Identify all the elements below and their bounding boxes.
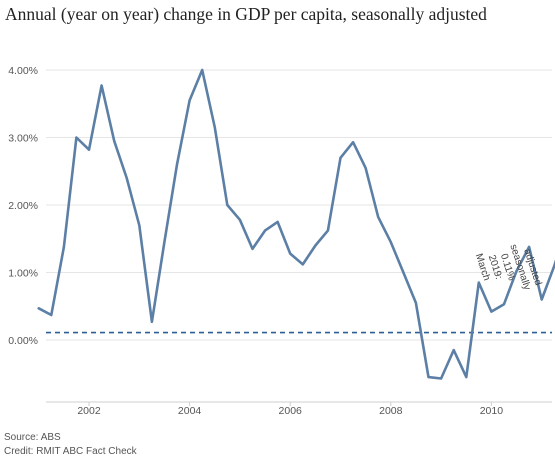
y-tick-label: 0.00% [8, 335, 38, 347]
chart-title: Annual (year on year) change in GDP per … [5, 4, 487, 24]
y-tick-label: 1.00% [8, 268, 38, 280]
data-point [478, 281, 481, 284]
data-point [163, 241, 166, 244]
data-point [226, 204, 229, 207]
data-point [364, 167, 367, 170]
credit-note: Credit: RMIT ABC Fact Check [4, 446, 137, 457]
x-tick: 2008 [379, 402, 403, 417]
data-point [138, 224, 141, 227]
grid-lines [46, 69, 552, 341]
data-point [264, 229, 267, 232]
data-point [151, 321, 154, 324]
x-tick-label: 2010 [480, 405, 504, 417]
data-point [490, 310, 493, 313]
x-axis: 2002200420062008201020122014201620182020 [77, 402, 504, 417]
data-point [427, 376, 430, 379]
data-point [176, 163, 179, 166]
data-point [415, 302, 418, 305]
data-point [339, 157, 342, 160]
data-point [327, 229, 330, 232]
y-tick-label: 3.00% [8, 133, 38, 145]
data-point [352, 141, 355, 144]
data-point [50, 314, 53, 317]
y-axis: 0.00% 1.00% 2.00% 3.00% 4.00% [8, 65, 38, 347]
data-point [377, 216, 380, 219]
data-point [63, 246, 66, 249]
data-point [75, 136, 78, 139]
data-point [440, 377, 443, 380]
data-point [113, 140, 116, 143]
data-point [302, 263, 305, 266]
x-tick: 2010 [480, 402, 504, 417]
x-tick-label: 2002 [77, 405, 101, 417]
y-tick: 1.00% [8, 268, 38, 280]
series-line [37, 68, 555, 380]
data-point [289, 252, 292, 255]
data-point [37, 307, 40, 310]
data-point [540, 298, 543, 301]
x-tick-label: 2006 [279, 405, 303, 417]
x-tick: 2002 [77, 402, 101, 417]
data-point [276, 221, 279, 224]
y-tick-label: 2.00% [8, 200, 38, 212]
data-point [214, 126, 217, 129]
data-point [239, 219, 242, 222]
y-tick: 2.00% [8, 200, 38, 212]
x-tick-label: 2004 [178, 405, 202, 417]
data-point [201, 69, 204, 72]
x-tick: 2006 [279, 402, 303, 417]
data-point [125, 177, 128, 180]
source-note: Source: ABS [4, 432, 61, 443]
data-point [452, 349, 455, 352]
y-tick: 4.00% [8, 65, 38, 77]
data-point [465, 376, 468, 379]
y-tick: 0.00% [8, 335, 38, 347]
data-point [188, 99, 191, 102]
data-point [390, 241, 393, 244]
series-points [37, 69, 555, 380]
data-point [314, 244, 317, 247]
x-tick-label: 2008 [379, 405, 403, 417]
data-point [88, 148, 91, 151]
y-tick: 3.00% [8, 133, 38, 145]
data-point [100, 84, 103, 87]
data-point [402, 271, 405, 274]
y-tick-label: 4.00% [8, 65, 38, 77]
x-tick: 2004 [178, 402, 202, 417]
data-point [251, 248, 254, 251]
data-point [503, 303, 506, 306]
